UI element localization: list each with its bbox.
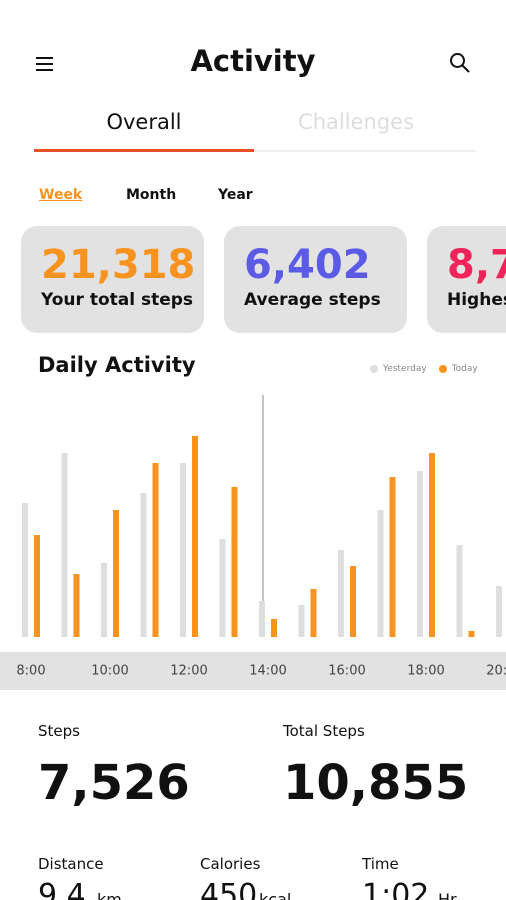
bar <box>219 539 226 637</box>
bar <box>468 631 475 637</box>
legend-label: Yesterday <box>383 364 427 374</box>
bar <box>101 563 107 637</box>
x-tick-label: 12:00 <box>170 664 207 679</box>
x-tick-label: 10:00 <box>91 664 128 679</box>
stat-label: Your total steps <box>41 290 194 310</box>
chart: 8:00 10:00 12:00 14:00 16:00 18:00 20:00 <box>16 395 506 679</box>
stat-value: 21,318 <box>41 242 196 288</box>
bar <box>310 589 317 637</box>
stat-card: 6,402 Average steps <box>224 226 407 333</box>
legend-label: Today <box>451 364 478 374</box>
period-tab[interactable]: Week <box>39 187 83 203</box>
legend-item: Today <box>438 364 478 374</box>
bar <box>180 463 186 637</box>
detail-unit: kcal <box>259 890 292 900</box>
search-icon[interactable] <box>449 52 471 74</box>
period-tab[interactable]: Year <box>218 187 253 203</box>
bar <box>152 463 159 637</box>
menu-icon[interactable] <box>36 56 54 72</box>
tab[interactable]: Challenges <box>298 110 414 134</box>
bar <box>350 566 356 637</box>
bar <box>192 436 198 637</box>
stat-card: 8,7Highes <box>427 226 506 333</box>
tab-indicator <box>34 149 254 152</box>
period-tab[interactable]: Month <box>126 187 177 203</box>
stat-value: 10,855 <box>283 755 469 811</box>
detail-label: Distance <box>38 855 104 873</box>
detail-unit: km <box>97 890 122 900</box>
detail-value: 9.4 <box>38 878 86 900</box>
detail-value: 450 <box>200 878 258 900</box>
x-tick-label: 16:00 <box>328 664 365 679</box>
bar <box>298 605 305 637</box>
bar <box>271 619 277 637</box>
bar <box>389 477 396 637</box>
bar <box>113 510 119 637</box>
bar <box>496 586 502 637</box>
x-tick-label: 14:00 <box>249 664 286 679</box>
bar <box>377 510 384 637</box>
tab-track <box>34 150 476 152</box>
bar <box>34 535 40 637</box>
bar <box>456 545 463 637</box>
legend-dot <box>370 364 378 373</box>
stat-label: Highes <box>447 290 506 310</box>
x-tick-label: 20:00 <box>486 664 506 679</box>
tab[interactable]: Overall <box>106 110 182 134</box>
stat-value: 8,7 <box>447 242 506 288</box>
detail-label: Time <box>362 855 399 873</box>
bar <box>338 550 344 637</box>
chart-title: Daily Activity <box>38 353 196 377</box>
stat-label: Steps <box>38 722 80 740</box>
x-tick-label: 18:00 <box>407 664 444 679</box>
bar <box>22 503 28 637</box>
bar <box>73 574 80 637</box>
bar <box>429 453 435 637</box>
stat-value: 6,402 <box>244 242 371 288</box>
screen-title: Activity <box>190 44 316 78</box>
stat-card: 21,318 Your total steps <box>21 226 204 333</box>
time-axis-band <box>0 652 506 690</box>
legend-item: Yesterday <box>370 364 427 374</box>
bar <box>61 453 68 637</box>
x-tick-label: 8:00 <box>16 664 45 679</box>
bar <box>231 487 238 637</box>
stat-value: 7,526 <box>38 755 190 811</box>
legend: Yesterday Today <box>370 364 490 374</box>
detail-value: 1:02 <box>362 878 430 900</box>
stat-label: Total Steps <box>283 722 365 740</box>
stat-label: Average steps <box>244 290 381 310</box>
legend-dot <box>438 364 447 373</box>
bar <box>259 601 265 637</box>
detail-label: Calories <box>200 855 261 873</box>
bar <box>417 471 423 637</box>
detail-unit: Hr <box>438 890 457 900</box>
bar <box>140 493 147 637</box>
